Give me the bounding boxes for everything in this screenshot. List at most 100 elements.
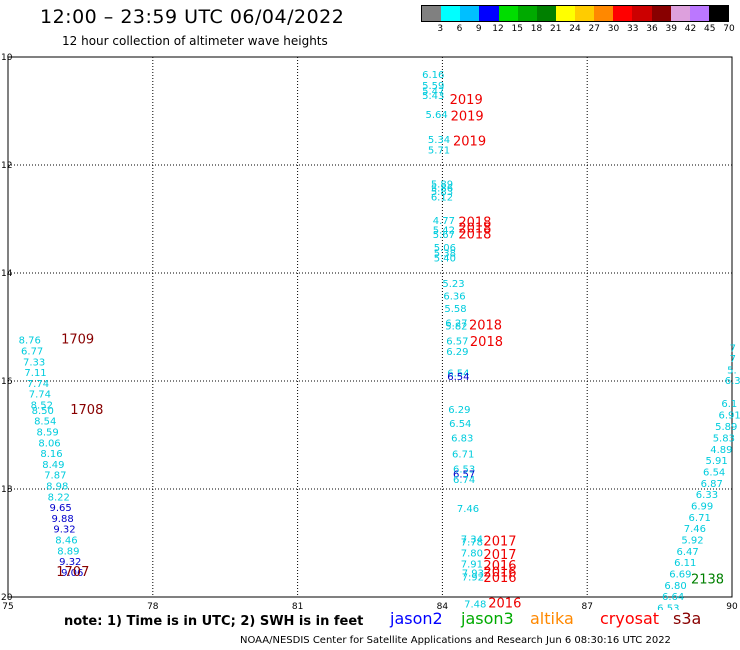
wave-height-value: 7.33: [23, 357, 45, 368]
pass-time-label: 2016: [488, 596, 521, 610]
wave-height-value: 7.92: [462, 572, 484, 583]
wave-height-value: 6.1: [721, 399, 737, 410]
wave-height-value: 5.43: [422, 91, 444, 102]
legend-label: 21: [550, 24, 562, 34]
pass-time-label: 2017: [483, 535, 516, 550]
legend-swatch: [632, 6, 652, 21]
footer-credit: NOAA/NESDIS Center for Satellite Applica…: [240, 635, 671, 646]
wave-height-value: 6.54: [703, 468, 725, 479]
wave-height-value: 8.76: [19, 336, 41, 347]
lat-tick-label: 10: [1, 53, 13, 63]
wave-height-value: 8.49: [42, 460, 64, 471]
wave-height-value: 6.54: [449, 419, 471, 430]
wave-height-value: 7.11: [24, 368, 46, 379]
pass-time-label: 2018: [470, 335, 503, 350]
legend-swatch: [555, 6, 575, 21]
wave-height-value: 6.29: [446, 347, 468, 358]
lat-tick-label: 14: [1, 269, 13, 279]
pass-time-label: 2018: [458, 227, 491, 242]
wave-height-value: 5.59: [422, 81, 444, 92]
wave-height-value: 4.89: [710, 445, 732, 456]
wave-height-value: 5.: [727, 365, 737, 376]
satellite-altika: altika: [530, 609, 574, 628]
wave-height-value: 8.98: [46, 482, 68, 493]
wave-height-value: 6.11: [674, 558, 696, 569]
wave-height-value: 6.33: [696, 490, 718, 501]
wave-height-value: 6.71: [452, 450, 474, 461]
pass-time-label: 2018: [458, 216, 491, 231]
legend-swatch: [594, 6, 614, 21]
wave-height-value: 5.47: [422, 86, 444, 97]
wave-height-value: 7.46: [684, 524, 706, 535]
pass-time-label: 2018: [458, 222, 491, 237]
legend-label: 15: [511, 24, 523, 34]
wave-height-value: 6.27: [445, 318, 467, 329]
legend-swatch: [536, 6, 556, 21]
wave-height-value: 8.46: [55, 536, 77, 547]
satellite-jason2: jason2: [390, 609, 443, 628]
wave-height-map: 75 78 81 84 87 90 10 12 14 16 18 20 8.766.777.337.11…: [1, 53, 740, 610]
wave-height-value: 7.48: [464, 599, 486, 610]
wave-height-value: 6.87: [701, 479, 723, 490]
legend-label: 24: [569, 24, 581, 34]
wave-height-value: 7.46: [457, 504, 479, 515]
legend-swatch: [575, 6, 595, 21]
wave-height-value: 9.32: [59, 557, 81, 568]
wave-height-value: 6.54: [447, 372, 469, 383]
legend-label: 27: [588, 24, 600, 34]
map-frame: [7, 56, 733, 598]
legend-label: 45: [704, 24, 716, 34]
pass-time-label: 2019: [453, 135, 486, 150]
legend-label: 9: [475, 24, 482, 34]
wave-height-value: 6.91: [718, 410, 740, 421]
legend-label: 30: [607, 24, 620, 34]
wave-height-value: 5.42: [433, 226, 455, 237]
wave-height-value: 7.74: [29, 390, 51, 401]
wave-height-value: 6.57: [446, 336, 468, 347]
wave-height-value: 5.89: [715, 422, 737, 433]
lat-tick-label: 16: [1, 377, 13, 387]
pass-time-label: 2019: [451, 110, 484, 125]
pass-time-label: 1709: [61, 333, 94, 348]
page-title: 12:00 – 23:59 UTC 06/04/2022: [40, 6, 345, 28]
lon-tick-label: 78: [147, 602, 159, 610]
legend-label: 70: [723, 24, 735, 34]
page-subtitle: 12 hour collection of altimeter wave hei…: [62, 34, 328, 48]
legend-label: 3: [437, 24, 444, 34]
wave-height-value: 6.47: [676, 547, 698, 558]
wave-height-value: 6.3: [725, 376, 740, 387]
satellite-cryosat: cryosat: [600, 609, 660, 628]
wave-height-value: 6.71: [689, 513, 711, 524]
lon-tick-label: 75: [2, 602, 13, 610]
wave-height-value: 5.71: [428, 146, 450, 157]
legend-swatch: [460, 6, 480, 21]
wave-height-value: 6.64: [662, 592, 684, 603]
wave-height-value: 6.69: [669, 570, 691, 581]
wave-height-value: 5.91: [705, 456, 727, 467]
pass-time-label: 2016: [483, 559, 516, 574]
wave-height-value: 7: [730, 354, 736, 365]
lon-tick-label: 90: [726, 602, 738, 610]
wave-height-value: 5.38: [434, 248, 456, 259]
wave-height-value: 5.58: [444, 304, 466, 315]
legend-swatch: [498, 6, 518, 21]
wave-height-value: 9.88: [51, 514, 73, 525]
wave-height-value: 6.53: [657, 604, 679, 610]
pass-time-label: 2138: [691, 573, 724, 588]
wave-height-value: 5.82: [445, 322, 467, 333]
wave-height-value: 5.89: [431, 180, 453, 191]
wave-height-value: 6.36: [443, 291, 465, 302]
pass-time-label: 2018: [469, 319, 502, 334]
wave-height-value: 7.34: [461, 534, 483, 545]
wave-height-value: 6.83: [451, 433, 473, 444]
wave-height-value: 5.86: [431, 183, 453, 194]
wave-height-value: 5.92: [681, 536, 703, 547]
wave-height-value: 4.77: [433, 216, 455, 227]
legend-swatch: [479, 6, 499, 21]
lon-tick-label: 81: [292, 602, 303, 610]
lat-tick-label: 18: [1, 485, 13, 495]
legend-swatch: [422, 6, 442, 21]
lon-tick-label: 84: [437, 602, 449, 610]
legend-color-bar: [421, 5, 729, 22]
